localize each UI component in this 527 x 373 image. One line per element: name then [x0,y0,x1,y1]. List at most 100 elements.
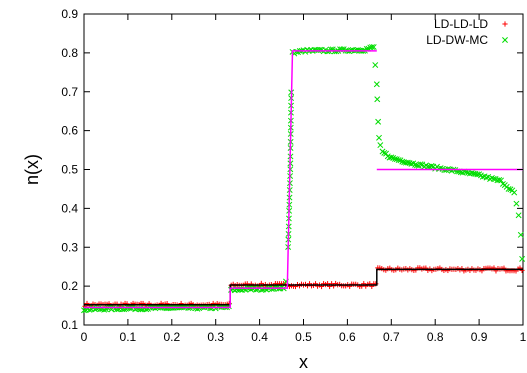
series2-point-b [268,286,275,293]
y-tick-label: 0.4 [61,201,78,215]
series2-point-b [488,174,495,181]
series2-point [515,212,522,219]
series2-point-b [413,162,420,169]
reference-line-2 [84,50,377,309]
series2-point-b [490,175,497,182]
series2-point-b [240,286,247,292]
series2-point-b [412,161,419,168]
series2-point-b [383,150,389,157]
x-tick-label: 0.1 [120,330,137,344]
series2-point [369,44,375,51]
series2-point-b [373,81,380,88]
series2-point [511,189,518,196]
series2-point [375,118,382,125]
series2-point [395,157,402,163]
series2-point-b [81,307,87,314]
series2-point-b [354,47,361,53]
y-tick-label: 0.3 [61,240,78,254]
series2-point-b [428,163,435,169]
series2-point-b [519,255,526,262]
series2-point [399,158,406,165]
series2-point-b [505,185,512,192]
series2-point [377,142,384,149]
series2-point [261,285,268,292]
series2-point-b [375,118,382,125]
reference-line-1 [84,268,523,306]
x-tick-label: 0.9 [471,330,488,344]
legend-label-1: LD-LD-LD [434,17,488,31]
series2-point [388,154,395,161]
x-tick-label: 0.8 [427,330,444,344]
series2-point [505,185,512,192]
series2-point [428,163,435,169]
x-tick-label: 0.7 [383,330,400,344]
x-tick-label: 0.4 [251,330,268,344]
series2-point-b [388,154,395,161]
series2-point [370,44,377,50]
series2-point-b [393,156,400,163]
series2-point [207,305,214,312]
series2-point-b [374,96,381,103]
series2-point-b [457,169,464,176]
legend-label-2: LD-DW-MC [426,33,488,47]
series2-point [81,307,87,314]
series2-point-b [390,155,397,161]
series2-point [488,174,495,181]
series2-point [374,96,381,103]
series2-point-b [399,158,406,165]
y-tick-label: 0.2 [61,279,78,293]
series2-point [376,134,382,141]
series2-point-b [261,285,268,292]
legend: LD-LD-LD LD-DW-MC [426,17,508,47]
series2-point-b [507,186,514,193]
y-tick-label: 0.1 [61,318,78,332]
series2-point [413,162,420,169]
series2-point [498,177,505,184]
series2-point-b [424,163,431,170]
series2-point [417,161,424,168]
series2-point-b [293,48,300,55]
series2-point-b [376,134,382,141]
series2-point [393,156,400,163]
series2-point-b [474,171,481,178]
series2-point [372,62,379,68]
series2-point [354,47,361,53]
series2-point-b [207,305,214,312]
series2-point-b [377,142,384,149]
legend-marker-1 [502,21,508,27]
series2-point [268,286,275,293]
series2-point [474,171,481,178]
x-tick-label: 1 [520,330,527,344]
x-tick-label: 0.6 [339,330,356,344]
series2-point [408,160,415,167]
series2-point-b [381,149,388,156]
series2-point [240,286,247,292]
series2-point-b [517,231,524,238]
series2-point [513,200,520,207]
y-tick-label: 0.8 [61,46,78,60]
series2-point-b [483,174,490,181]
series2-point [404,159,411,166]
series2-point-b [372,62,379,68]
x-tick-label: 0 [81,330,88,344]
y-tick-label: 0.6 [61,124,78,138]
series2-point [490,175,497,182]
series2-point-b [370,44,377,50]
series2-point [519,255,526,262]
x-tick-label: 0.2 [163,330,180,344]
series2-point-b [404,159,411,166]
axes: 0 0.1 0.2 0.3 0.4 0.5 0.6 0.7 0.8 0.9 10.10.20.30.… [61,7,526,344]
x-tick-label: 0.3 [207,330,224,344]
series2-point-b [369,44,375,51]
series2-point-b [498,177,505,184]
series2-point-b [395,157,402,163]
series2-point-b [392,156,398,162]
series2-point-b [496,177,503,183]
y-axis-label: n(x) [22,154,42,185]
series2-point-b [417,161,424,168]
y-tick-label: 0.9 [61,7,78,21]
series2-point [517,231,524,238]
series2-point [392,156,398,162]
series2-point-b [511,189,518,196]
